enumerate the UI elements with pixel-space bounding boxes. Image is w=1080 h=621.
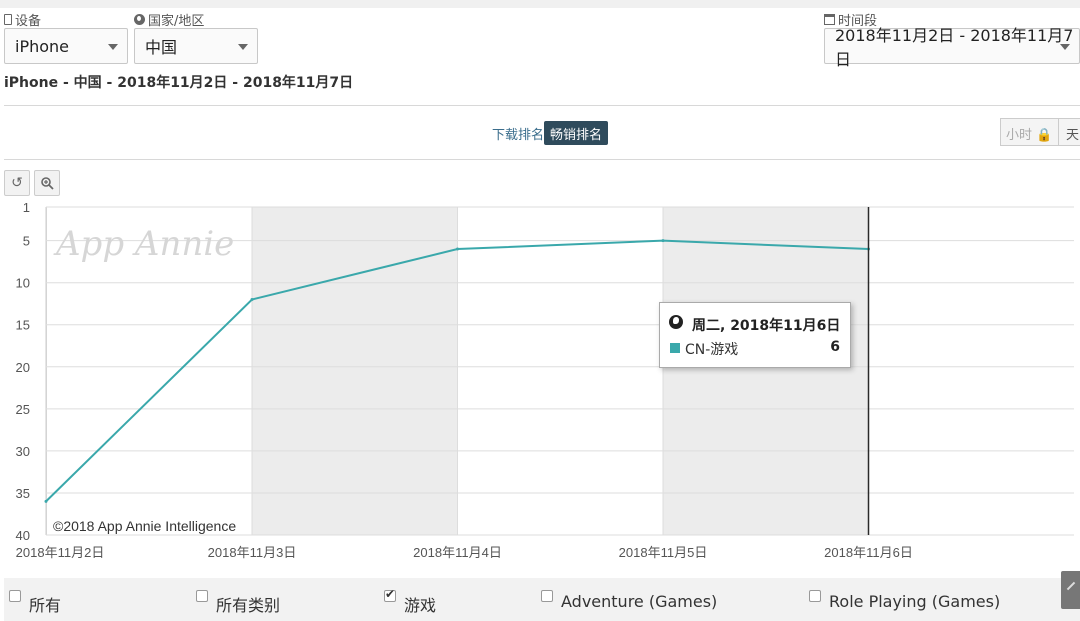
shaded-band — [663, 207, 869, 535]
chevron-down-icon — [1060, 44, 1070, 50]
page-subtitle: iPhone - 中国 - 2018年11月2日 - 2018年11月7日 — [4, 75, 354, 91]
calendar-icon — [824, 14, 835, 25]
y-tick-label: 20 — [16, 360, 30, 375]
x-tick-label: 2018年11月3日 — [208, 545, 297, 560]
category-role-playing[interactable]: Role Playing (Games) — [809, 588, 1000, 611]
x-tick-label: 2018年11月4日 — [413, 545, 502, 560]
y-tick-label: 30 — [16, 444, 30, 459]
device-filter-label: 设备 — [4, 10, 41, 29]
y-tick-label: 1 — [23, 200, 30, 215]
data-point — [456, 247, 459, 251]
tooltip-date: 周二, 2018年11月6日 — [692, 318, 841, 334]
category-checkbox[interactable] — [809, 590, 821, 602]
zoom-button[interactable] — [34, 170, 60, 196]
reset-zoom-icon: ↺ — [11, 175, 23, 191]
period-select-value: 2018年11月2日 - 2018年11月7日 — [835, 26, 1074, 69]
category-label: 游戏 — [404, 596, 437, 615]
divider — [4, 159, 1080, 160]
device-icon — [4, 14, 12, 25]
shaded-band — [252, 207, 458, 535]
zoom-icon — [41, 177, 54, 190]
y-tick-label: 25 — [16, 402, 30, 417]
country-filter-label: 国家/地区 — [134, 10, 204, 29]
divider — [1058, 119, 1059, 145]
data-point — [661, 239, 665, 243]
y-tick-label: 10 — [16, 276, 30, 291]
globe-icon — [669, 315, 683, 329]
grossing-rank-tab[interactable]: 畅销排名 — [544, 121, 609, 145]
chevron-down-icon — [108, 44, 118, 50]
tooltip-value: 6 — [830, 339, 840, 355]
category-checkbox[interactable] — [541, 590, 553, 602]
granularity-toggle — [1000, 118, 1080, 146]
y-tick-label: 40 — [16, 528, 30, 543]
device-select[interactable]: iPhone — [4, 28, 128, 64]
globe-icon — [134, 14, 145, 25]
period-select[interactable]: 2018年11月2日 - 2018年11月7日 — [824, 26, 1080, 69]
category-games[interactable]: 游戏 — [384, 587, 437, 616]
y-tick-label: 5 — [23, 234, 30, 249]
category-label: Adventure (Games) — [561, 592, 718, 611]
data-point — [44, 499, 48, 503]
x-tick-label: 2018年11月2日 — [16, 545, 105, 560]
granularity-day-button[interactable]: 天 — [1066, 128, 1080, 143]
granularity-hour-button[interactable]: 小时 🔒 — [1006, 128, 1053, 143]
category-label: 所有 — [29, 596, 62, 615]
alt-bands — [252, 207, 869, 535]
country-label-text: 国家/地区 — [148, 14, 205, 29]
reset-zoom-button[interactable]: ↺ — [4, 170, 30, 196]
scroll-to-top-button[interactable] — [1061, 571, 1080, 609]
category-checkbox[interactable] — [196, 590, 208, 602]
download-rank-tab[interactable]: 下载排名 — [492, 128, 545, 143]
divider — [4, 105, 1080, 106]
category-label: Role Playing (Games) — [829, 592, 1001, 611]
chart-credit: ©2018 App Annie Intelligence — [53, 518, 236, 534]
x-tick-label: 2018年11月6日 — [824, 545, 913, 560]
category-all-types[interactable]: 所有类别 — [196, 588, 280, 616]
category-label: 所有类别 — [216, 596, 281, 615]
top-strip — [0, 0, 1080, 8]
category-all[interactable]: 所有 — [9, 588, 61, 616]
y-tick-label: 15 — [16, 318, 30, 333]
category-checkbox[interactable] — [384, 587, 396, 602]
country-select-value: 中国 — [145, 38, 178, 57]
period-label-text: 时间段 — [838, 14, 878, 29]
data-point — [250, 298, 254, 302]
device-select-value: iPhone — [15, 36, 70, 56]
category-adventure[interactable]: Adventure (Games) — [541, 588, 717, 611]
device-label-text: 设备 — [15, 14, 42, 29]
x-tick-label: 2018年11月5日 — [619, 545, 708, 560]
chart-tooltip: 周二, 2018年11月6日 CN-游戏 6 — [659, 302, 851, 368]
series-swatch — [670, 343, 680, 353]
y-tick-label: 35 — [16, 486, 30, 501]
x-axis-ticks: 2018年11月2日 2018年11月3日 2018年11月4日 2018年11月5日… — [16, 545, 913, 560]
category-checkbox[interactable] — [9, 590, 21, 602]
period-filter-label: 时间段 — [824, 10, 877, 29]
horizontal-gridlines — [46, 206, 1074, 536]
chevron-down-icon — [238, 44, 248, 50]
tooltip-series-name: CN-游戏 — [685, 342, 739, 358]
watermark: App Annie — [53, 224, 234, 264]
country-select[interactable]: 中国 — [134, 28, 258, 64]
